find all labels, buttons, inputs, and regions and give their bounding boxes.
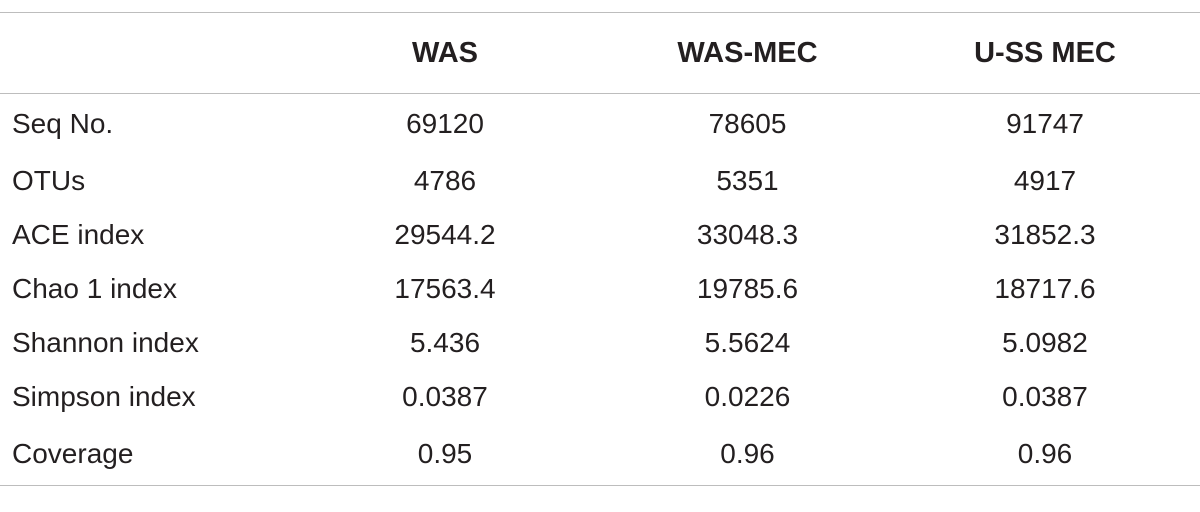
table-row: Coverage 0.95 0.96 0.96 <box>0 424 1200 486</box>
cell-was: 29544.2 <box>394 218 496 250</box>
cell-uss-mec: 0.96 <box>1017 438 1073 470</box>
cell-uss-mec: 4917 <box>1013 164 1077 196</box>
row-label: OTUs <box>12 164 86 196</box>
cell-was: 69120 <box>406 107 484 139</box>
cell-uss-mec: 91747 <box>1006 107 1084 139</box>
cell-was: 4786 <box>413 164 477 196</box>
cell-was-mec: 78605 <box>708 107 787 139</box>
table-body: Seq No. 69120 78605 91747 OTUs 4786 5351… <box>0 94 1200 486</box>
cell-was-mec: 19785.6 <box>696 272 799 304</box>
table-row: ACE index 29544.2 33048.3 31852.3 <box>0 208 1200 262</box>
table-header: WAS WAS-MEC U-SS MEC <box>0 12 1200 94</box>
cell-uss-mec: 31852.3 <box>994 218 1096 250</box>
cell-was-mec: 5351 <box>716 164 779 196</box>
cell-was-mec: 5.5624 <box>704 326 791 358</box>
cell-was: 17563.4 <box>394 272 496 304</box>
header-uss-mec: U-SS MEC <box>974 36 1116 69</box>
row-label: Coverage <box>12 438 134 470</box>
row-label: Seq No. <box>12 107 114 139</box>
header-label-column <box>0 13 285 94</box>
header-was: WAS <box>411 36 479 69</box>
diversity-table: WAS WAS-MEC U-SS MEC Seq No. 69120 78605… <box>0 12 1200 486</box>
cell-was: 5.436 <box>409 326 481 358</box>
cell-was: 0.0387 <box>402 380 488 412</box>
table-row: Chao 1 index 17563.4 19785.6 18717.6 <box>0 262 1200 316</box>
cell-was: 0.95 <box>417 438 473 470</box>
row-label: ACE index <box>12 218 145 250</box>
row-label: Chao 1 index <box>12 272 178 304</box>
cell-uss-mec: 5.0982 <box>1002 326 1088 358</box>
header-row: WAS WAS-MEC U-SS MEC <box>0 12 1200 94</box>
row-label: Simpson index <box>12 380 196 412</box>
table-row: Simpson index 0.0387 0.0226 0.0387 <box>0 370 1200 424</box>
table-row: Seq No. 69120 78605 91747 <box>0 94 1200 154</box>
cell-uss-mec: 18717.6 <box>994 272 1096 304</box>
header-was-mec: WAS-MEC <box>677 36 818 69</box>
table-row: OTUs 4786 5351 4917 <box>0 154 1200 208</box>
cell-uss-mec: 0.0387 <box>1002 380 1088 412</box>
cell-was-mec: 33048.3 <box>696 218 799 250</box>
row-label: Shannon index <box>12 326 199 358</box>
table-row: Shannon index 5.436 5.5624 5.0982 <box>0 316 1200 370</box>
cell-was-mec: 0.96 <box>720 438 775 470</box>
cell-was-mec: 0.0226 <box>704 380 791 412</box>
